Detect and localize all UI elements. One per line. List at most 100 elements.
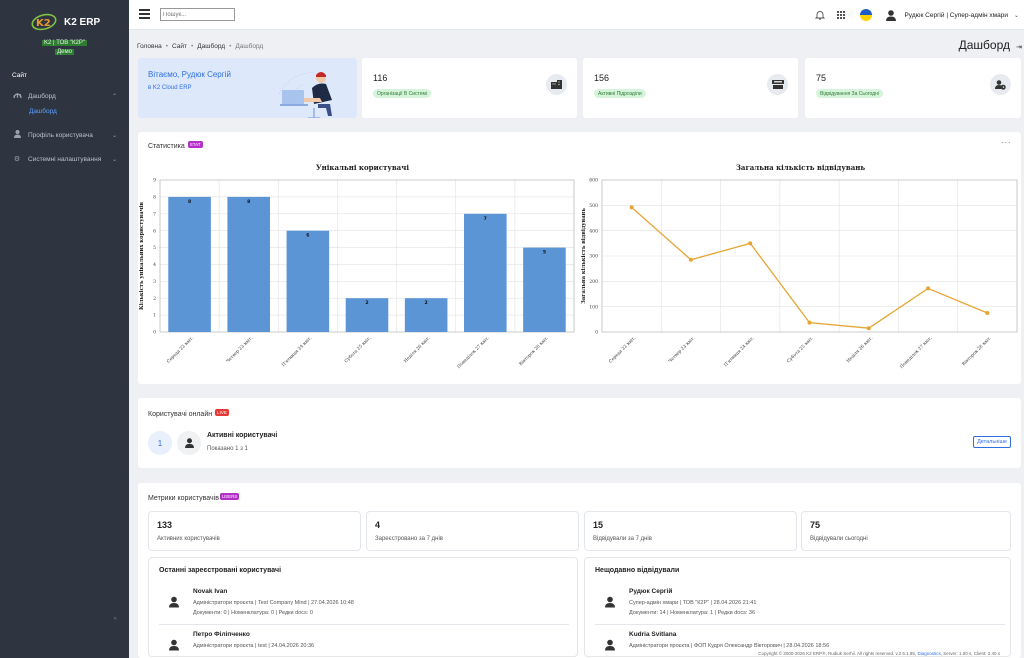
welcome-subtitle: в K2 Cloud ERP <box>148 85 192 91</box>
chart-title-unique-users: Унікальні користувачі <box>315 163 410 172</box>
stat-badge: Активні Підрозділи <box>594 89 646 98</box>
logo[interactable]: K2 K2 ERP <box>0 0 129 34</box>
breadcrumb-site[interactable]: Сайт <box>171 43 187 50</box>
user-stats: Документи: 0 | Номенклатура: 0 | Редки d… <box>193 610 313 616</box>
stat-value: 116 <box>373 73 388 83</box>
stat-badge: Організації В Системі <box>373 89 432 98</box>
user-details: Адміністратори проєкта | ФОП Кудря Олекс… <box>629 643 830 649</box>
list-item[interactable]: Петро Філіпченко Адміністратори проєкта … <box>159 629 569 656</box>
y-axis-label: Кількість унікальних користувачів <box>139 202 145 310</box>
y-tick-label: 500 <box>589 203 598 209</box>
list-item[interactable]: Novak Ivan Адміністратори проєкта | Test… <box>159 586 569 620</box>
y-tick-label: 8 <box>153 194 156 200</box>
data-label: 5 <box>543 250 546 256</box>
user-clock-icon <box>990 74 1011 95</box>
x-tick-label: Четвер 23 квіт. <box>668 336 696 364</box>
sign-in-icon[interactable]: ⇥ <box>1016 44 1022 51</box>
search-input[interactable] <box>160 8 235 21</box>
x-tick-label: Середа 22 квіт. <box>608 336 637 365</box>
y-tick-label: 200 <box>589 279 598 285</box>
user-name: Петро Філіпченко <box>193 631 250 638</box>
sidebar-subitem-dashboard[interactable]: Дашборд <box>29 108 57 115</box>
y-tick-label: 600 <box>589 178 598 184</box>
y-tick-label: 0 <box>595 330 598 336</box>
data-point <box>807 320 812 325</box>
user-menu[interactable]: Рудюк Сергій | Супер-адмін хмари <box>904 11 1008 19</box>
user-details: Адміністратори проєкта | test | 24.04.20… <box>193 643 315 649</box>
x-tick-label: Вівторок 28 квіт. <box>519 336 550 367</box>
metric-label: Відвідували сьогодні <box>810 536 868 542</box>
y-tick-label: 100 <box>589 304 598 310</box>
panel-title: Користувачі онлайн <box>148 411 213 418</box>
sidebar-item-dashboard[interactable]: Дашборд ⌃ <box>0 89 129 103</box>
footer-text: Copyright © 2000-2026 K2 ERP®, Rudiuk Se… <box>758 651 917 656</box>
total-visits-line-chart: 0 100 200 300 400 500 600 Загальна кількість ві… <box>581 178 1018 370</box>
x-tick-label: Неділя 26 квіт. <box>846 336 874 364</box>
x-tick-label: Понеділок 27 квіт. <box>457 336 491 370</box>
ukraine-flag-icon[interactable] <box>860 9 873 21</box>
data-label: 8 <box>247 199 250 205</box>
menu-toggle-icon[interactable] <box>139 9 150 19</box>
welcome-title: Вітаємо, Рудюк Сергій <box>148 70 231 79</box>
svg-text:K2: K2 <box>36 18 51 29</box>
user-icon <box>605 596 615 608</box>
online-heading: Активні користувачі <box>207 432 278 439</box>
user-name: Kudria Svitlana <box>629 631 677 638</box>
stat-value: 156 <box>594 73 610 83</box>
users-icon <box>177 431 201 455</box>
sidebar-item-label: Системні налаштування <box>28 155 102 163</box>
details-button[interactable]: Детальніше <box>973 436 1011 448</box>
user-metrics-panel: Метрики користувачів USERS 133 Активних к… <box>138 483 1021 658</box>
y-tick-label: 400 <box>589 228 598 234</box>
user-icon <box>12 130 22 140</box>
page-title: Дашборд <box>958 38 1010 52</box>
list-item[interactable]: Kudria Svitlana Адміністратори проєкта |… <box>595 629 1005 656</box>
breadcrumb-dashboard[interactable]: Дашборд <box>197 43 226 50</box>
metric-label: Активних користувачів <box>157 536 220 542</box>
user-details: Адміністратори проєкта | Test Company Mi… <box>193 600 354 606</box>
sidebar: K2 K2 ERP K2 | ТОВ "К2Р" Демо Сайт Дашбо… <box>0 0 129 658</box>
y-tick-label: 9 <box>153 178 156 184</box>
y-tick-label: 6 <box>153 228 156 234</box>
more-options-icon[interactable]: ··· <box>1001 138 1011 147</box>
online-shown: Показано 1 з 1 <box>207 446 248 452</box>
bar <box>463 213 507 332</box>
stat-card-departments[interactable]: 156 Активні Підрозділи <box>583 58 798 118</box>
stat-card-organizations[interactable]: 116 Організації В Системі <box>362 58 577 118</box>
apps-grid-icon[interactable] <box>837 10 846 20</box>
x-tick-label: Неділя 26 квіт. <box>403 336 431 364</box>
data-point <box>748 241 753 246</box>
x-tick-label: П'ятниця 24 квіт. <box>281 336 313 368</box>
user-icon <box>169 639 179 651</box>
sidebar-item-settings[interactable]: ⚙ Системні налаштування ⌄ <box>0 152 129 166</box>
metric-value: 15 <box>593 520 604 530</box>
card-title: Останні зареєстровані користувачі <box>159 567 282 574</box>
diagnostics-link[interactable]: Diagnostics <box>917 651 941 656</box>
series-line <box>631 206 988 329</box>
user-avatar-icon[interactable] <box>886 9 897 21</box>
bell-icon[interactable] <box>815 10 826 20</box>
data-label: 2 <box>365 300 368 306</box>
panel-title: Статистика <box>148 143 185 150</box>
bar <box>286 230 330 332</box>
org-label: K2 | ТОВ "К2Р" <box>41 40 88 46</box>
stat-value: 75 <box>816 73 827 83</box>
user-details: Супер-адмін хмари | ТОВ "К2Р" | 28.04.20… <box>629 600 757 606</box>
list-item[interactable]: Рудюк Сергій Супер-адмін хмари | ТОВ "К2… <box>595 586 1005 620</box>
collapse-sidebar-icon[interactable]: « <box>113 616 117 622</box>
metric-value: 133 <box>157 520 173 530</box>
stat-card-visits-today[interactable]: 75 Відвідування За Сьогодні <box>805 58 1021 118</box>
metric-label: Відвідували за 7 днів <box>593 536 652 542</box>
footer-timing: , Server: 1.00 s, Client: 2.40 s <box>940 651 1000 656</box>
breadcrumb-home[interactable]: Головна <box>137 43 162 50</box>
sidebar-item-label: Дашборд <box>28 92 56 100</box>
metric-card-active: 133 Активних користувачів <box>148 511 361 551</box>
bar <box>404 298 448 332</box>
metric-label: Зареєстровано за 7 днів <box>375 536 443 542</box>
x-tick-label: Вівторок 28 квіт. <box>962 336 993 367</box>
bar <box>168 196 211 332</box>
metric-card-registered: 4 Зареєстровано за 7 днів <box>366 511 579 551</box>
chevron-down-icon[interactable]: ⌄ <box>1013 12 1019 19</box>
sidebar-item-profile[interactable]: Профіль користувача ⌄ <box>0 128 129 142</box>
user-icon <box>169 596 179 608</box>
